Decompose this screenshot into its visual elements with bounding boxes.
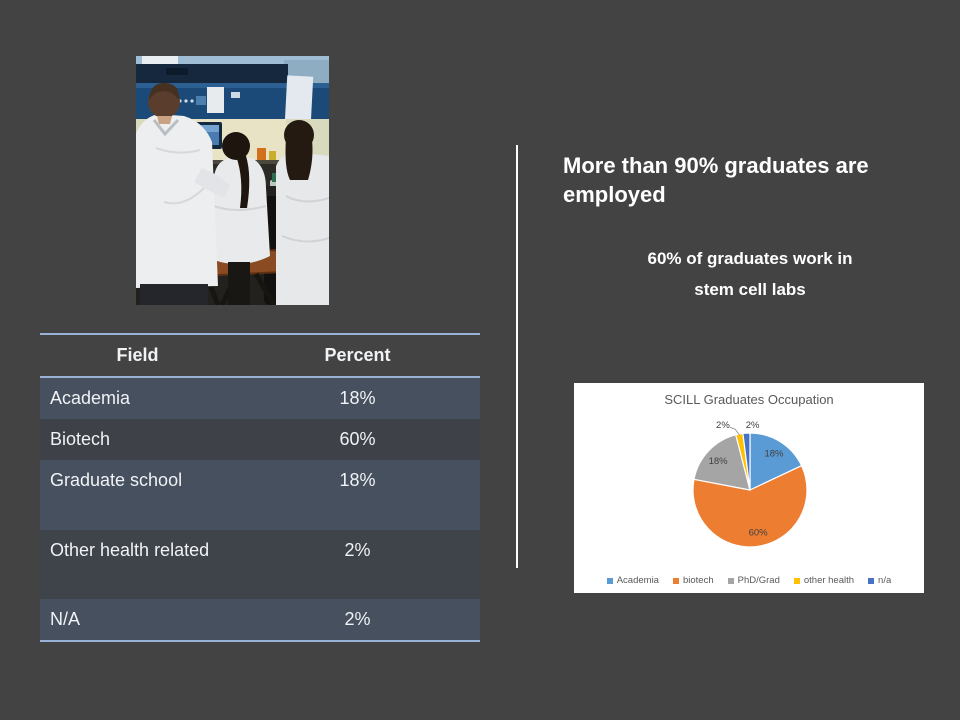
researcher-right xyxy=(276,120,329,305)
field-header: Field xyxy=(116,345,159,365)
table-header-rule xyxy=(40,376,480,378)
lab-photo xyxy=(136,56,329,305)
chart-title: SCILL Graduates Occupation xyxy=(664,392,834,407)
field-cell: Biotech xyxy=(50,429,111,449)
field-cell: Graduate school xyxy=(50,470,183,490)
pie-slice-n-a xyxy=(742,432,751,491)
table-row: Graduate school 18% xyxy=(40,460,480,530)
legend-swatch xyxy=(868,577,875,584)
table-row: Other health related 2% xyxy=(40,530,480,599)
occupation-chart-panel: 18% 60% 18% 2% 2% SCILL Graduates Occupation… xyxy=(574,383,924,593)
vertical-divider xyxy=(516,145,518,568)
field-cell: Academia xyxy=(50,388,131,408)
employment-table-body: Academia 18% Biotech 60% Graduate school 18% O… xyxy=(40,378,480,640)
percent-header: Percent xyxy=(324,345,391,365)
slide-subheading: 60% of graduates work in stem cell labs xyxy=(565,243,935,305)
legend-item: other health xyxy=(793,575,855,586)
table-row: Biotech 60% xyxy=(40,419,480,460)
subheading-line-1: 60% of graduates work in xyxy=(647,249,853,268)
legend-swatch xyxy=(672,577,679,584)
chart-legend: Academia biotech PhD/Grad other health n/a xyxy=(574,575,924,586)
pie-data-label: 2% xyxy=(746,420,760,431)
pie-chart-svg: 18% 60% 18% 2% 2% xyxy=(692,420,808,548)
legend-swatch xyxy=(606,577,613,584)
lab-photo-illustration xyxy=(136,56,329,305)
legend-item: n/a xyxy=(868,575,891,586)
field-cell: N/A xyxy=(50,609,81,629)
pie-slice-academia xyxy=(749,432,803,491)
table-top-rule xyxy=(40,333,480,335)
pie-data-label: 18% xyxy=(764,448,784,459)
label-leader-line xyxy=(729,426,740,436)
legend-label: other health xyxy=(803,575,855,586)
subheading-line-2: stem cell labs xyxy=(694,280,806,299)
slide-heading: More than 90% graduates are employed xyxy=(563,153,869,207)
legend-item: Academia xyxy=(606,575,659,586)
employment-table: Field Percent Academia 18% Biotech 60% Gradu… xyxy=(40,333,480,642)
legend-label: Academia xyxy=(616,575,659,586)
legend-item: biotech xyxy=(672,575,714,586)
pie-slice-phd-grad xyxy=(693,434,751,491)
table-header-row: Field Percent xyxy=(40,335,480,376)
legend-item: PhD/Grad xyxy=(727,575,780,586)
pie-slice-biotech xyxy=(692,464,808,548)
table-row: N/A 2% xyxy=(40,599,480,640)
researcher-left xyxy=(136,83,230,305)
percent-cell: 18% xyxy=(339,388,376,408)
percent-cell: 2% xyxy=(344,540,371,560)
pie-data-label: 18% xyxy=(709,456,729,467)
pie-data-label: 2% xyxy=(716,420,730,431)
pie-data-label: 60% xyxy=(749,528,769,539)
legend-label: n/a xyxy=(878,575,892,586)
table-bottom-rule xyxy=(40,640,480,642)
legend-label: biotech xyxy=(682,575,714,586)
table-row: Academia 18% xyxy=(40,378,480,419)
field-cell: Other health related xyxy=(50,540,210,560)
percent-cell: 2% xyxy=(344,609,371,629)
legend-swatch xyxy=(727,577,734,584)
percent-cell: 60% xyxy=(339,429,376,449)
legend-label: PhD/Grad xyxy=(737,575,780,586)
percent-cell: 18% xyxy=(339,470,376,490)
legend-swatch xyxy=(793,577,800,584)
